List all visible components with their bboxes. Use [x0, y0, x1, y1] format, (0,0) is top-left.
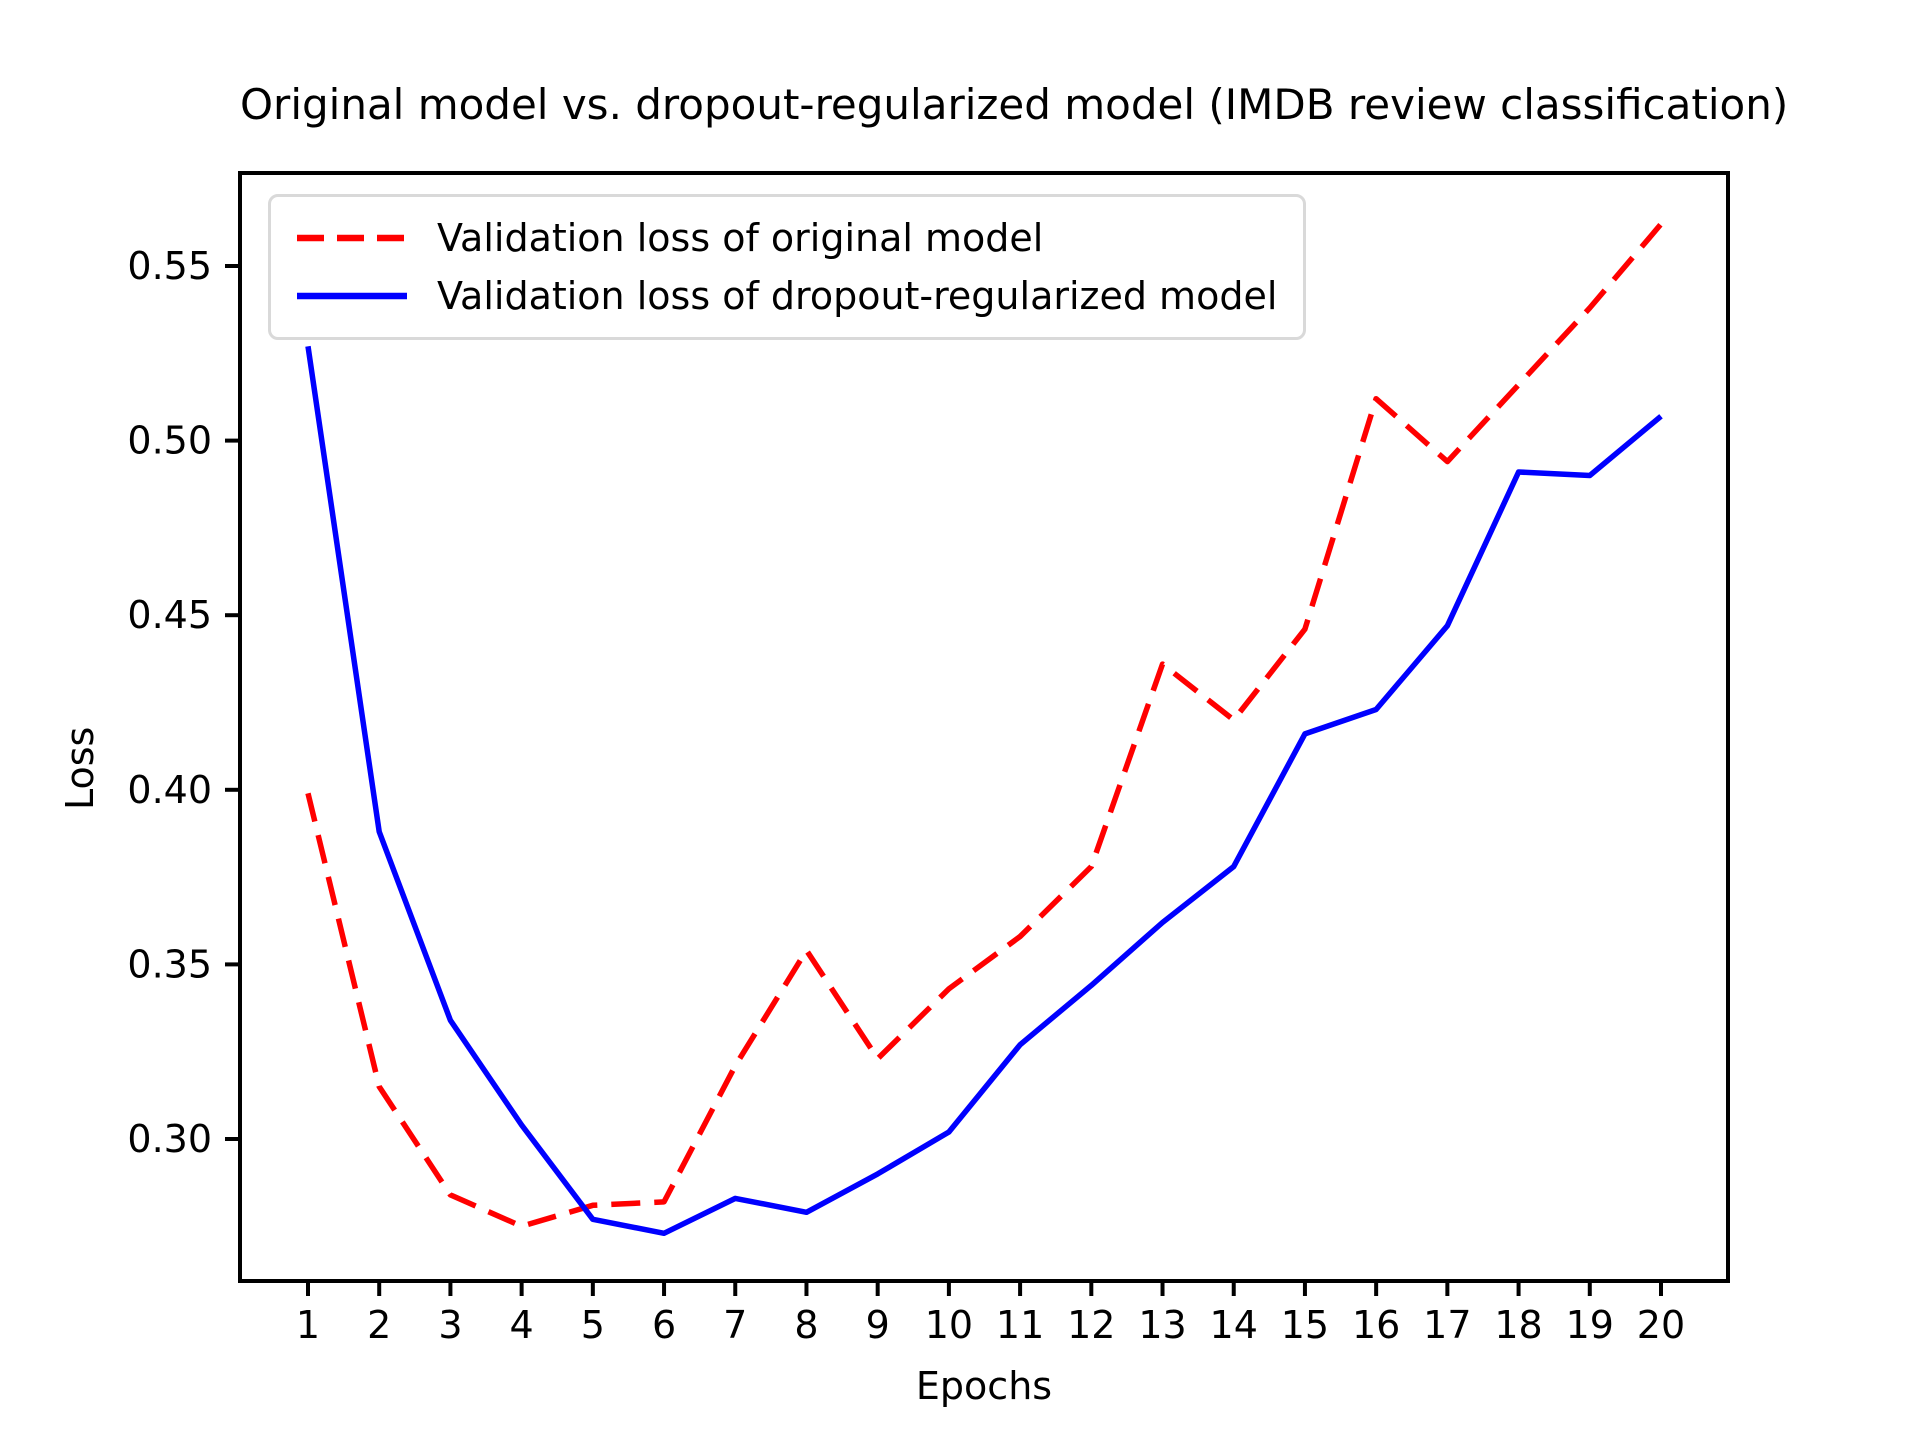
legend-label: Validation loss of dropout-regularized m… — [437, 274, 1278, 318]
x-tick-label: 4 — [510, 1303, 534, 1347]
legend: Validation loss of original model Validat… — [268, 194, 1307, 340]
x-tick-label: 2 — [367, 1303, 391, 1347]
y-tick-label: 0.55 — [127, 244, 212, 288]
original-model-line — [305, 222, 1664, 1230]
legend-label: Validation loss of original model — [437, 216, 1044, 260]
x-tick-label: 12 — [1067, 1303, 1115, 1347]
x-tick-label: 5 — [581, 1303, 605, 1347]
x-tick-label: 14 — [1210, 1303, 1258, 1347]
axes-spines — [238, 171, 1730, 1283]
x-tick-label: 3 — [438, 1303, 462, 1347]
x-tick-label: 11 — [996, 1303, 1044, 1347]
x-tick-label: 19 — [1566, 1303, 1614, 1347]
x-tick-label: 7 — [723, 1303, 747, 1347]
chart-title: Original model vs. dropout-regularized m… — [240, 80, 1789, 129]
x-tick-label: 17 — [1423, 1303, 1471, 1347]
y-tick-label: 0.40 — [127, 768, 212, 812]
x-tick-label: 8 — [794, 1303, 818, 1347]
x-tick-label: 13 — [1138, 1303, 1186, 1347]
x-tick-label: 18 — [1494, 1303, 1542, 1347]
y-axis-label: Loss — [58, 726, 102, 810]
x-tick-label: 16 — [1352, 1303, 1400, 1347]
dashed-line-swatch-icon — [297, 234, 407, 242]
y-tick-label: 0.35 — [127, 942, 212, 986]
x-tick-label: 10 — [925, 1303, 973, 1347]
solid-line-swatch-icon — [297, 292, 407, 300]
x-tick-label: 20 — [1637, 1303, 1685, 1347]
legend-entry-1: Validation loss of dropout-regularized m… — [297, 267, 1277, 325]
x-tick-label: 1 — [296, 1303, 320, 1347]
x-tick-label: 15 — [1281, 1303, 1329, 1347]
y-tick-label: 0.30 — [127, 1117, 212, 1161]
y-tick-label: 0.45 — [127, 593, 212, 637]
x-tick-label: 6 — [652, 1303, 676, 1347]
dropout-model-line — [305, 345, 1663, 1237]
x-axis-label: Epochs — [915, 1364, 1053, 1408]
y-tick-label: 0.50 — [127, 419, 212, 463]
x-tick-label: 9 — [866, 1303, 890, 1347]
legend-entry-0: Validation loss of original model — [297, 209, 1277, 267]
